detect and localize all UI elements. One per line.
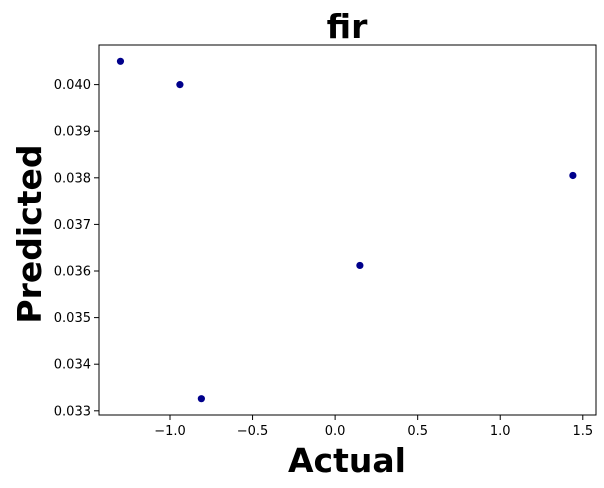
x-tick-label: −1.0 <box>154 424 186 439</box>
x-axis-label: Actual <box>288 441 406 480</box>
data-point <box>116 57 125 65</box>
data-point <box>176 81 184 89</box>
x-axis: −1.0 −0.5 0.0 0.5 1.0 1.5 <box>154 415 593 439</box>
plot-frame <box>98 44 597 416</box>
y-tick-label: 0.034 <box>54 358 91 373</box>
data-point <box>569 171 577 180</box>
y-tick-label: 0.036 <box>54 265 91 280</box>
x-tick-label: 0.5 <box>407 424 428 439</box>
y-tick-label: 0.039 <box>54 125 91 140</box>
y-tick-label: 0.035 <box>54 311 91 326</box>
y-tick-label: 0.037 <box>54 218 91 233</box>
data-point <box>197 395 205 403</box>
y-axis-label: Predicted <box>10 144 49 323</box>
y-tick-label: 0.040 <box>54 78 91 93</box>
y-tick-label: 0.033 <box>54 404 91 419</box>
x-tick-label: 0.0 <box>325 424 346 439</box>
plot-area <box>116 57 577 403</box>
y-axis: 0.033 0.034 0.035 0.036 0.037 0.038 0.039 0.040 <box>54 78 99 419</box>
x-tick-label: 1.0 <box>490 424 511 439</box>
data-point <box>356 261 364 270</box>
chart-title: fir <box>327 7 368 46</box>
x-tick-label: −0.5 <box>237 424 269 439</box>
y-tick-label: 0.038 <box>54 171 91 186</box>
x-tick-label: 1.5 <box>572 424 593 439</box>
